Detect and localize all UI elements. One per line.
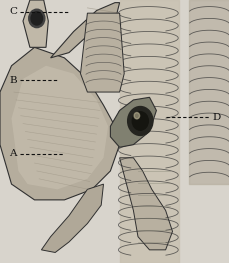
Polygon shape: [0, 47, 119, 200]
Text: D: D: [212, 113, 220, 122]
Text: A: A: [9, 149, 17, 158]
Polygon shape: [23, 0, 48, 47]
Polygon shape: [80, 13, 124, 92]
Circle shape: [29, 9, 45, 28]
Circle shape: [134, 113, 139, 119]
Circle shape: [127, 107, 152, 135]
Polygon shape: [110, 97, 156, 147]
Circle shape: [132, 112, 148, 130]
Circle shape: [31, 12, 42, 25]
Polygon shape: [119, 158, 172, 250]
Polygon shape: [11, 66, 108, 189]
Polygon shape: [41, 184, 103, 252]
Text: B: B: [9, 76, 17, 85]
Polygon shape: [50, 3, 119, 58]
Text: C: C: [9, 7, 17, 16]
